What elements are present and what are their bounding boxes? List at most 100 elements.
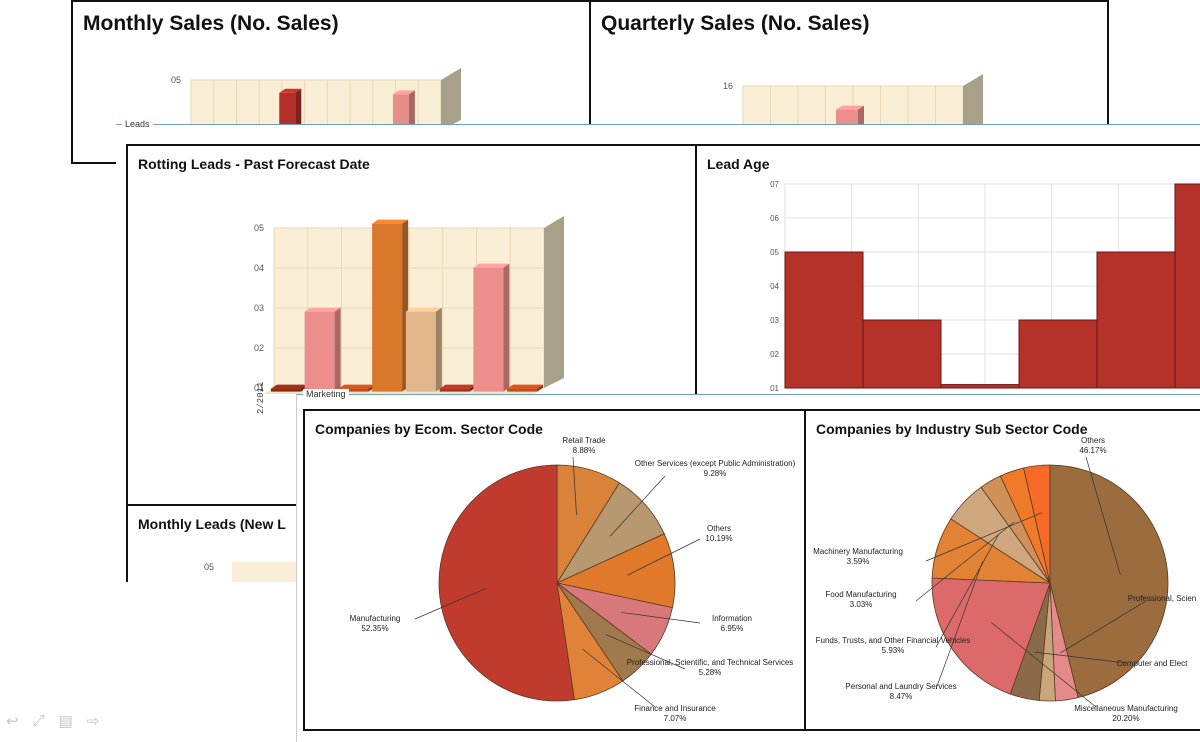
pie-slice [1049, 464, 1169, 699]
slice-percent: 3.03% [850, 600, 873, 609]
leader-line [991, 622, 1097, 708]
slice-percent: 7.07% [664, 714, 687, 723]
slice-label: Miscellaneous Manufacturing [1074, 704, 1178, 713]
y-tick-label: 02 [770, 350, 779, 359]
slice-label: Other Services (except Public Administra… [635, 459, 796, 468]
bar [392, 94, 409, 134]
slice-percent: 8.47% [890, 692, 913, 701]
slice-label: Computer and Elect [1117, 659, 1188, 668]
slice-label: Retail Trade [562, 436, 606, 445]
bar-top [836, 105, 864, 110]
leader-line [1034, 651, 1127, 664]
pie-slice [1023, 464, 1051, 584]
bar [372, 223, 403, 392]
leader-line [915, 521, 1015, 602]
bar [1096, 251, 1176, 389]
expand-icon[interactable]: ⤢ [32, 712, 45, 729]
y-tick-label: 16 [723, 81, 733, 91]
plot-background [232, 562, 306, 582]
industry-sub-panel: Companies by Industry Sub Sector Code Ot… [804, 409, 1200, 731]
y-tick-label: 01 [770, 384, 779, 393]
bar-side [435, 307, 442, 392]
bar-side [503, 263, 510, 392]
bar-top [439, 384, 476, 389]
slice-percent: 9.28% [704, 469, 727, 478]
bar [270, 388, 301, 392]
slice-label: Others [1081, 436, 1105, 445]
bar-top [405, 307, 442, 312]
industry-sub-title: Companies by Industry Sub Sector Code [816, 421, 1088, 437]
menu-icon[interactable]: ▤ [58, 713, 73, 730]
bar-top [304, 307, 341, 312]
bar [405, 311, 436, 392]
lead-age-title: Lead Age [707, 156, 770, 172]
y-tick-label: 01 [254, 383, 264, 393]
forward-icon[interactable]: ⇨ [86, 713, 100, 730]
slice-label: Professional, Scien [1128, 594, 1196, 603]
monthly-leads-chart: 05 [204, 562, 306, 582]
y-tick-label: 06 [770, 214, 779, 223]
slice-label: Food Manufacturing [825, 590, 896, 599]
bar [1018, 319, 1098, 389]
bar [940, 384, 1020, 389]
leader-line [935, 561, 983, 690]
slice-label: Machinery Manufacturing [813, 547, 903, 556]
bar [784, 251, 864, 389]
leader-line [621, 612, 701, 624]
ecom-sector-panel: Companies by Ecom. Sector Code Retail Tr… [303, 409, 807, 731]
bar-side [537, 384, 544, 392]
plot-side-wall [963, 74, 983, 136]
bar-top [392, 90, 415, 95]
leader-line [572, 456, 577, 515]
lead-age-chart: 07 06 05 04 03 02 01 [770, 180, 1200, 393]
leader-line [609, 475, 666, 537]
slice-percent: 5.28% [699, 668, 722, 677]
slice-label: Finance and Insurance [634, 704, 716, 713]
bar-top [338, 384, 375, 389]
pie-slice [438, 464, 575, 702]
bar-side [334, 307, 341, 392]
leader-line [935, 534, 1000, 648]
bar-top [507, 384, 544, 389]
y-tick-label: 04 [254, 263, 264, 273]
leads-section-label: Leads [122, 119, 153, 129]
leader-line [1059, 600, 1147, 654]
ecom-sector-title: Companies by Ecom. Sector Code [315, 421, 543, 437]
slice-percent: 52.35% [361, 624, 388, 633]
bar [1174, 183, 1200, 389]
plot-side-wall [544, 216, 564, 388]
slice-percent: 20.20% [1112, 714, 1139, 723]
lead-age-panel: Lead Age 07 06 05 04 03 02 01 [695, 144, 1200, 406]
leader-line [582, 648, 656, 708]
pie-slice [931, 577, 1051, 695]
slice-percent: 5.93% [882, 646, 905, 655]
y-tick-label: 02 [254, 343, 264, 353]
leader-line [925, 512, 1043, 562]
axis-date-label: 2/2011 [256, 381, 266, 414]
leader-line [605, 634, 686, 670]
undo-icon[interactable]: ↩ [6, 713, 19, 730]
leader-line [414, 587, 487, 620]
bar-side [295, 88, 302, 134]
slice-percent: 6.95% [721, 624, 744, 633]
y-tick-label: 05 [204, 562, 214, 572]
y-tick-label: 05 [171, 75, 181, 85]
bar-top [473, 263, 510, 268]
y-tick-label: 04 [770, 282, 779, 291]
leader-line [1085, 456, 1121, 575]
rotting-leads-title: Rotting Leads - Past Forecast Date [138, 156, 370, 172]
bar [279, 92, 296, 134]
quarterly-sales-title: Quarterly Sales (No. Sales) [601, 12, 870, 35]
marketing-section-label: Marketing [303, 389, 349, 399]
bar [507, 388, 538, 392]
bar-top [270, 384, 307, 389]
y-tick-label: 05 [254, 223, 264, 233]
bar [439, 388, 470, 392]
y-tick-label: 07 [770, 180, 779, 189]
monthly-leads-title: Monthly Leads (New L [138, 516, 286, 532]
slice-percent: 46.17% [1079, 446, 1106, 455]
monthly-sales-title: Monthly Sales (No. Sales) [83, 12, 339, 35]
slice-label: Manufacturing [350, 614, 401, 623]
bar [304, 311, 335, 392]
